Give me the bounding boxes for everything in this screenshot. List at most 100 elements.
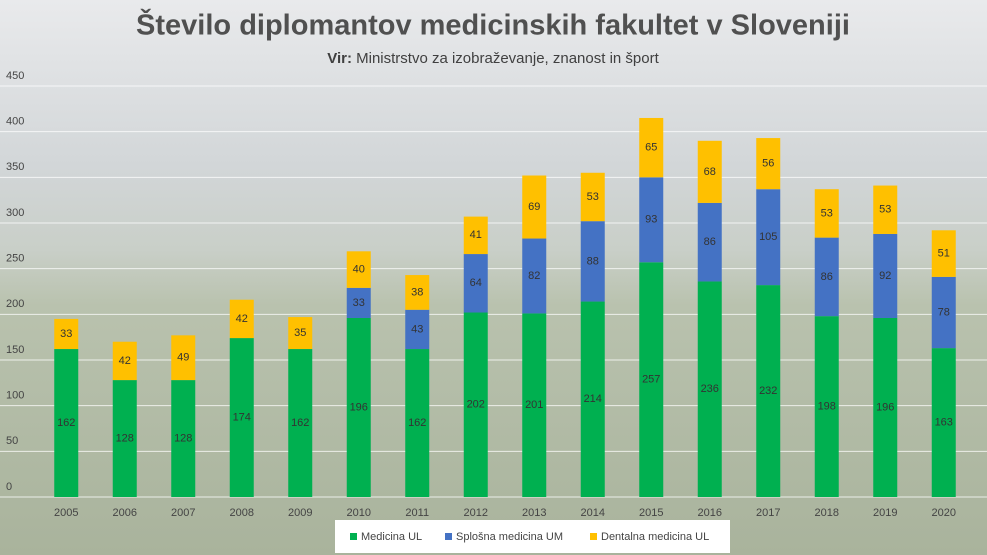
data-label: 56: [762, 158, 774, 170]
data-label: 41: [470, 229, 482, 241]
bar-segment: [522, 313, 547, 497]
subtitle: Vir: Ministrstvo za izobraževanje, znano…: [327, 50, 659, 67]
x-tick-label: 2020: [932, 507, 956, 519]
data-label: 201: [525, 399, 543, 411]
data-label: 53: [879, 204, 891, 216]
bar-segment: [697, 140, 722, 203]
bar-segment: [463, 312, 488, 497]
bar-segment: [54, 349, 79, 497]
data-label: 92: [879, 270, 891, 282]
bar-segment: [112, 380, 137, 497]
bar-segment: [171, 380, 196, 497]
bar-segment: [54, 318, 79, 350]
x-tick-label: 2015: [639, 507, 663, 519]
bar-segment: [171, 335, 196, 381]
bar-segment: [346, 287, 371, 318]
x-tick-label: 2019: [873, 507, 897, 519]
bar-segment: [931, 230, 956, 277]
data-label: 51: [938, 248, 950, 260]
bar-segment: [697, 281, 722, 497]
bar-segment: [639, 262, 664, 497]
y-tick-label: 350: [6, 161, 24, 173]
y-tick-label: 200: [6, 298, 24, 310]
data-label: 232: [759, 385, 777, 397]
bar-segment: [112, 341, 137, 381]
y-tick-label: 400: [6, 116, 24, 128]
bar-segment: [931, 276, 956, 349]
bar-segment: [288, 317, 313, 350]
data-label: 236: [701, 383, 719, 395]
subtitle-text: Ministrstvo za izobraževanje, znanost in…: [356, 50, 659, 67]
data-label: 162: [291, 417, 309, 429]
bar-segment: [756, 285, 781, 497]
data-label: 162: [57, 417, 75, 429]
bar-segment: [405, 309, 430, 350]
bar-segment: [873, 185, 898, 234]
legend-box: [335, 520, 730, 553]
x-tick-label: 2010: [347, 507, 371, 519]
data-label: 53: [587, 191, 599, 203]
data-label: 68: [704, 166, 716, 178]
bar-segment: [814, 237, 839, 317]
data-label: 35: [294, 327, 306, 339]
bar-segment: [931, 348, 956, 497]
legend-swatch: [445, 533, 452, 540]
bar-segment: [405, 275, 430, 310]
data-label: 196: [350, 401, 368, 413]
bar-segment: [580, 301, 605, 497]
data-label: 33: [353, 297, 365, 309]
data-label: 69: [528, 201, 540, 213]
data-label: 198: [818, 400, 836, 412]
bar-segment: [522, 175, 547, 239]
data-label: 64: [470, 277, 482, 289]
x-tick-label: 2017: [756, 507, 780, 519]
bar-segment: [346, 251, 371, 288]
subtitle-label: Vir:: [327, 50, 352, 67]
data-label: 33: [60, 328, 72, 340]
bar-segment: [346, 317, 371, 497]
x-tick-label: 2007: [171, 507, 195, 519]
bar-segment: [697, 202, 722, 282]
data-label: 43: [411, 323, 423, 335]
legend-swatch: [590, 533, 597, 540]
bar-segment: [873, 317, 898, 497]
data-label: 53: [821, 207, 833, 219]
bar-segment: [463, 216, 488, 255]
y-tick-label: 300: [6, 207, 24, 219]
data-label: 78: [938, 306, 950, 318]
x-tick-label: 2009: [288, 507, 312, 519]
data-label: 88: [587, 255, 599, 267]
bar-segment: [288, 349, 313, 497]
data-label: 174: [233, 411, 251, 423]
data-label: 257: [642, 374, 660, 386]
data-label: 202: [467, 399, 485, 411]
data-label: 49: [177, 352, 189, 364]
data-label: 86: [704, 236, 716, 248]
data-label: 105: [759, 231, 777, 243]
x-tick-label: 2011: [405, 507, 429, 519]
data-label: 162: [408, 417, 426, 429]
legend-label: Dentalna medicina UL: [601, 531, 709, 543]
legend-label: Splošna medicina UM: [456, 531, 563, 543]
x-tick-label: 2016: [698, 507, 722, 519]
data-label: 40: [353, 263, 365, 275]
bar-segment: [229, 338, 254, 497]
y-tick-label: 0: [6, 481, 12, 493]
bar-segment: [522, 238, 547, 314]
data-label: 128: [174, 432, 192, 444]
data-label: 42: [119, 355, 131, 367]
y-tick-label: 150: [6, 344, 24, 356]
bar-segment: [463, 254, 488, 313]
data-label: 163: [935, 416, 953, 428]
data-label: 42: [236, 313, 248, 325]
bar-segment: [580, 221, 605, 302]
x-tick-label: 2013: [522, 507, 546, 519]
data-label: 65: [645, 142, 657, 154]
bar-segment: [405, 349, 430, 497]
data-label: 82: [528, 270, 540, 282]
y-tick-label: 250: [6, 253, 24, 265]
x-tick-label: 2008: [230, 507, 254, 519]
bar-segment: [639, 177, 664, 263]
